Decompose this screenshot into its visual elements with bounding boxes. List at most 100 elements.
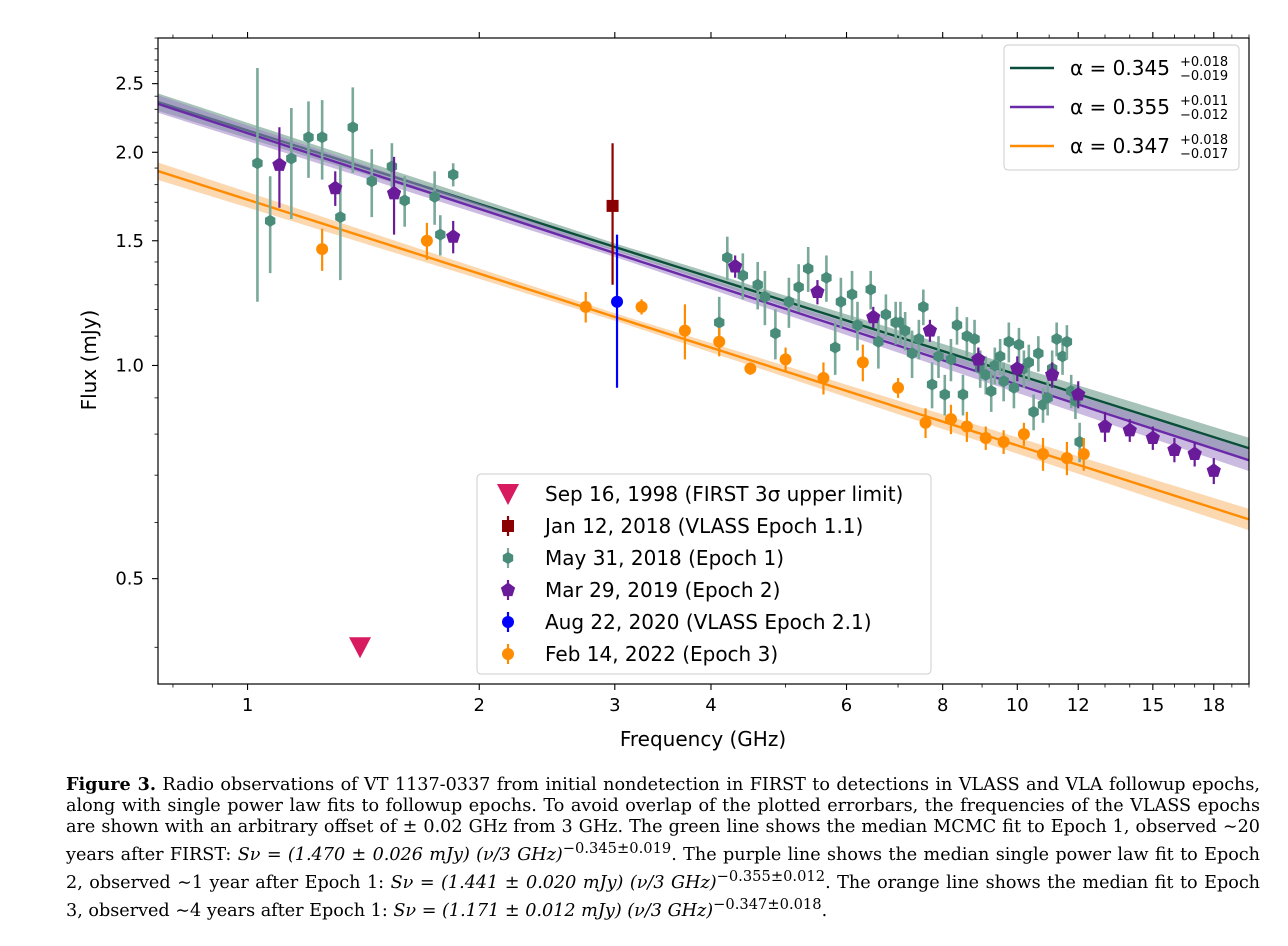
data-point <box>1033 347 1044 360</box>
data-point <box>986 385 997 398</box>
data-point <box>980 368 991 381</box>
y-axis-label: Flux (mJy) <box>77 310 101 411</box>
caption-eq-2: Sν = (1.441 ± 0.020 mJy) (ν/3 GHz) <box>390 872 717 893</box>
data-point <box>328 180 343 195</box>
data-points <box>252 68 1221 659</box>
data-point <box>997 435 1010 448</box>
caption-eq-3: Sν = (1.171 ± 0.012 mJy) (ν/3 GHz) <box>393 900 714 921</box>
data-point <box>933 350 944 363</box>
y-tick-label: 2.0 <box>115 142 144 163</box>
data-legend: Sep 16, 1998 (FIRST 3σ upper limit) Jan 1… <box>476 473 932 675</box>
data-legend-marker <box>502 648 514 660</box>
fit-legend-label: α = 0.355 <box>1070 95 1170 119</box>
data-point <box>906 347 918 360</box>
data-point <box>892 381 905 394</box>
data-point <box>1061 335 1073 348</box>
axes: 1 2 3 4 6 8 10 12 15 180.51.01.52.02.5 <box>115 32 1250 716</box>
data-point <box>1008 381 1020 394</box>
data-legend-box <box>476 473 932 675</box>
data-legend-label: May 31, 2018 (Epoch 1) <box>545 546 784 570</box>
data-point <box>918 300 929 313</box>
data-point <box>957 388 969 401</box>
data-point <box>1167 442 1182 456</box>
data-point <box>971 351 986 366</box>
data-point <box>713 335 726 348</box>
data-legend-label: Sep 16, 1998 (FIRST 3σ upper limit) <box>545 482 903 506</box>
data-point <box>989 359 1001 372</box>
data-legend-label: Mar 29, 2019 (Epoch 2) <box>545 578 780 602</box>
fit-legend-upper-error: +0.011 <box>1180 94 1228 109</box>
data-point <box>969 332 980 345</box>
data-point <box>1028 405 1039 418</box>
data-legend-label: Aug 22, 2020 (VLASS Epoch 2.1) <box>545 610 872 634</box>
data-point <box>802 262 814 275</box>
data-point <box>737 269 749 282</box>
data-point <box>873 335 884 348</box>
data-point <box>606 199 619 212</box>
data-point <box>821 271 832 284</box>
data-point <box>1042 391 1053 404</box>
caption-text-4: . <box>821 900 828 921</box>
data-point <box>1122 422 1137 437</box>
data-point <box>1071 386 1086 401</box>
data-point <box>926 378 938 391</box>
data-point <box>752 278 763 291</box>
data-point <box>899 324 911 337</box>
x-tick-label: 12 <box>1067 695 1090 716</box>
data-point <box>1037 447 1050 460</box>
data-point <box>420 234 433 247</box>
x-tick-label: 8 <box>937 695 948 716</box>
data-point <box>744 362 757 375</box>
data-point <box>386 185 402 200</box>
data-point <box>316 131 328 144</box>
data-point <box>913 332 925 345</box>
fit-legend-label: α = 0.345 <box>1070 56 1170 80</box>
data-point <box>835 295 847 308</box>
data-point <box>922 323 938 337</box>
data-point <box>722 251 733 264</box>
data-point <box>252 157 263 170</box>
data-point <box>856 356 869 369</box>
data-point <box>829 341 841 354</box>
data-point <box>366 175 377 188</box>
data-point <box>846 288 858 301</box>
data-point <box>435 228 446 241</box>
caption-text-1: Radio observations of VT 1137-0337 from … <box>66 775 1260 865</box>
y-tick-label: 0.5 <box>115 569 144 590</box>
data-point <box>770 327 781 340</box>
data-point <box>866 309 881 324</box>
x-tick-label: 3 <box>609 695 620 716</box>
data-legend-marker <box>502 552 514 564</box>
data-point <box>399 194 410 207</box>
data-point <box>1060 452 1073 465</box>
data-point <box>728 258 743 273</box>
caption-text-3: . The orange line shows the median fit t… <box>66 872 1261 921</box>
data-point <box>303 131 314 144</box>
data-point <box>783 295 795 308</box>
data-point <box>635 300 648 313</box>
y-tick-label: 1.5 <box>115 231 144 252</box>
radio-sed-chart: 1 2 3 4 6 8 10 12 15 180.51.01.52.02.5 Frequency … <box>77 32 1250 751</box>
plot-frame <box>157 37 1250 685</box>
data-legend-marker <box>500 582 516 597</box>
fit-line <box>158 102 1249 462</box>
data-point <box>429 190 440 203</box>
data-point <box>939 388 950 401</box>
data-legend-label: Feb 14, 2022 (Epoch 3) <box>545 642 778 666</box>
x-tick-label: 1 <box>242 695 253 716</box>
x-tick-label: 6 <box>841 695 852 716</box>
data-point <box>865 283 876 296</box>
data-point <box>919 416 932 429</box>
data-point <box>944 413 957 426</box>
data-point <box>979 431 992 444</box>
data-point <box>1051 332 1062 345</box>
data-legend-marker <box>497 484 519 505</box>
x-tick-label: 18 <box>1202 695 1225 716</box>
data-legend-marker <box>502 520 514 532</box>
data-point <box>1097 419 1113 433</box>
data-legend-label: Jan 12, 2018 (VLASS Epoch 1.1) <box>543 514 863 538</box>
x-tick-label: 4 <box>705 695 716 716</box>
data-point <box>945 353 957 366</box>
data-point <box>1045 367 1060 381</box>
data-point <box>1187 446 1202 461</box>
